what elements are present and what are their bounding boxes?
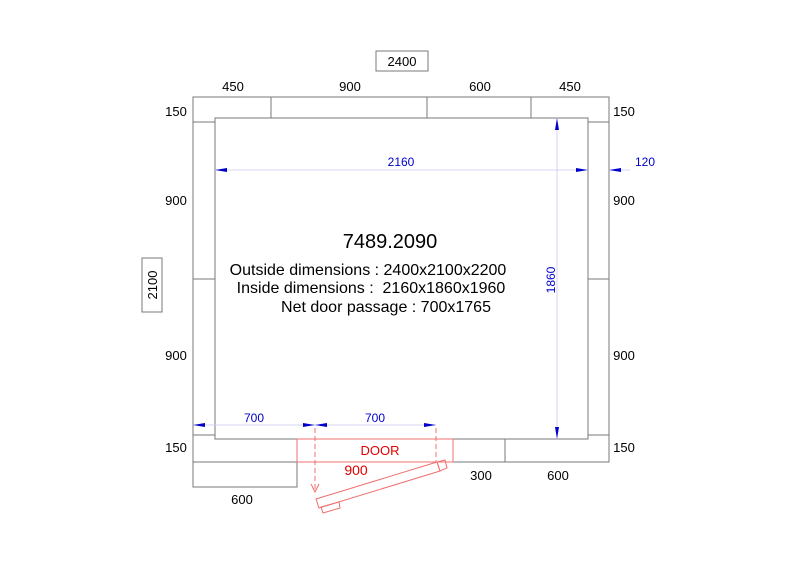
right-panel-label: 150	[613, 440, 635, 455]
top-panel-label: 600	[469, 79, 491, 94]
wall-thickness-label: 120	[635, 155, 655, 169]
right-panel-label: 900	[613, 193, 635, 208]
outside-dimensions: Outside dimensions : 2400x2100x2200	[230, 262, 507, 279]
top-panel-label: 450	[222, 79, 244, 94]
inside-width-label: 2160	[388, 155, 415, 169]
door	[296, 428, 454, 514]
bottom-panel-label: 300	[470, 468, 492, 483]
inside-depth-label: 1860	[544, 266, 558, 293]
left-panel-label: 150	[165, 440, 187, 455]
door-width-label: 900	[344, 462, 368, 478]
door-leaf	[315, 461, 441, 509]
model-code: 7489.2090	[343, 231, 438, 253]
overall-width-label: 2400	[388, 54, 417, 69]
inside-dimension-lines	[193, 118, 630, 439]
door-offset-label: 700	[244, 411, 264, 425]
right-panel-label: 900	[613, 348, 635, 363]
inside-dimensions: Inside dimensions : 2160x1860x1960	[237, 280, 506, 297]
bottom-panel-label: 600	[547, 468, 569, 483]
door-label: DOOR	[361, 443, 400, 458]
net-door-passage: Net door passage : 700x1765	[281, 299, 491, 316]
bottom-panel-label: 600	[231, 492, 253, 507]
door-opening-label: 700	[365, 411, 385, 425]
top-panel-label: 900	[339, 79, 361, 94]
left-panel-label: 900	[165, 193, 187, 208]
left-panel-label: 150	[165, 104, 187, 119]
top-panel-label: 450	[559, 79, 581, 94]
left-panel-label: 900	[165, 348, 187, 363]
overall-depth-label: 2100	[145, 271, 160, 300]
right-panel-label: 150	[613, 104, 635, 119]
